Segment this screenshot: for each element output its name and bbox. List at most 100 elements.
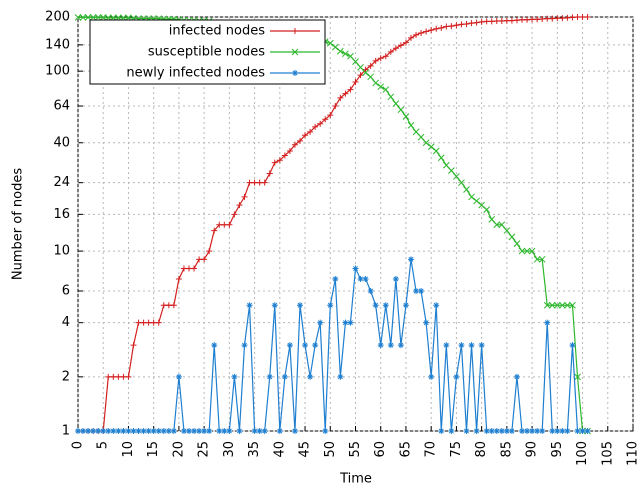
legend-marker (292, 28, 298, 34)
series-line (78, 259, 588, 432)
data-point (382, 302, 389, 309)
data-point (236, 202, 243, 209)
x-tick-label: 5 (96, 441, 111, 449)
data-point (342, 50, 349, 58)
data-point (468, 193, 475, 201)
data-point (584, 428, 591, 434)
data-point (125, 373, 132, 380)
data-point (276, 157, 283, 164)
data-point (150, 319, 157, 326)
data-point (549, 15, 556, 22)
data-point (155, 428, 162, 434)
data-point (231, 373, 238, 380)
data-point (579, 428, 586, 434)
data-point (387, 48, 394, 55)
data-point (115, 373, 122, 380)
data-point (367, 73, 374, 81)
data-point (74, 14, 82, 21)
data-point (186, 265, 192, 272)
data-point (221, 221, 228, 228)
data-point (483, 206, 491, 213)
y-tick-label: 64 (53, 99, 70, 114)
data-point (493, 18, 500, 25)
data-point (327, 302, 334, 309)
x-tick-label: 30 (222, 441, 237, 458)
data-point (392, 45, 399, 52)
data-point (559, 15, 566, 22)
data-point (503, 17, 510, 24)
data-point (84, 14, 92, 21)
data-point (95, 428, 102, 434)
data-point (488, 216, 496, 223)
data-point (584, 14, 591, 20)
data-point (372, 79, 380, 87)
data-point (75, 428, 81, 434)
x-tick-label: 20 (171, 441, 186, 458)
data-point (130, 342, 137, 349)
data-point (312, 342, 319, 349)
data-point (498, 428, 505, 434)
data-point (266, 373, 273, 380)
data-point (387, 342, 394, 349)
data-point (503, 428, 510, 434)
data-point (534, 16, 541, 23)
data-point (256, 428, 263, 434)
data-point (418, 287, 425, 294)
legend-label: infected nodes (169, 24, 265, 39)
x-tick-label: 45 (298, 441, 313, 458)
data-point (120, 428, 127, 434)
data-point (216, 221, 223, 228)
data-point (165, 302, 172, 309)
data-point (201, 428, 208, 434)
data-point (261, 428, 268, 434)
data-point (145, 319, 152, 326)
legend-label: susceptible nodes (148, 45, 265, 60)
data-point (453, 173, 460, 180)
data-point (322, 428, 329, 434)
x-tick-label: 50 (323, 441, 338, 458)
x-tick-label: 35 (247, 441, 262, 458)
data-point (246, 302, 253, 309)
data-point (271, 159, 278, 166)
data-point (569, 342, 576, 349)
data-point (291, 428, 298, 434)
data-point (80, 428, 87, 434)
data-point (201, 256, 208, 263)
data-point (392, 100, 400, 107)
data-point (554, 428, 561, 434)
y-tick-label: 140 (45, 37, 70, 52)
data-point (357, 63, 364, 71)
data-point (241, 193, 248, 200)
data-point (408, 34, 414, 41)
data-point (211, 227, 218, 234)
y-tick-label: 40 (53, 135, 70, 150)
data-point (387, 93, 395, 101)
data-point (231, 211, 238, 218)
data-point (130, 428, 137, 434)
data-point (559, 428, 566, 434)
data-point (422, 139, 430, 147)
data-point (579, 14, 586, 20)
data-point (261, 179, 268, 186)
data-point (438, 428, 445, 434)
data-point (448, 167, 455, 174)
data-point (473, 428, 480, 434)
x-tick-label: 60 (373, 441, 388, 458)
data-point (342, 90, 349, 97)
data-point (160, 428, 167, 434)
data-point (463, 428, 470, 434)
data-point (508, 428, 515, 434)
data-point (331, 43, 339, 51)
data-point (180, 428, 187, 434)
data-point (574, 14, 581, 20)
data-point (372, 302, 379, 309)
data-point (271, 302, 278, 309)
data-point (524, 16, 531, 23)
data-point (281, 373, 288, 380)
data-point (468, 342, 475, 349)
data-point (155, 319, 162, 326)
data-point (519, 16, 525, 23)
data-point (191, 428, 198, 434)
data-point (79, 14, 87, 21)
data-point (488, 428, 495, 434)
